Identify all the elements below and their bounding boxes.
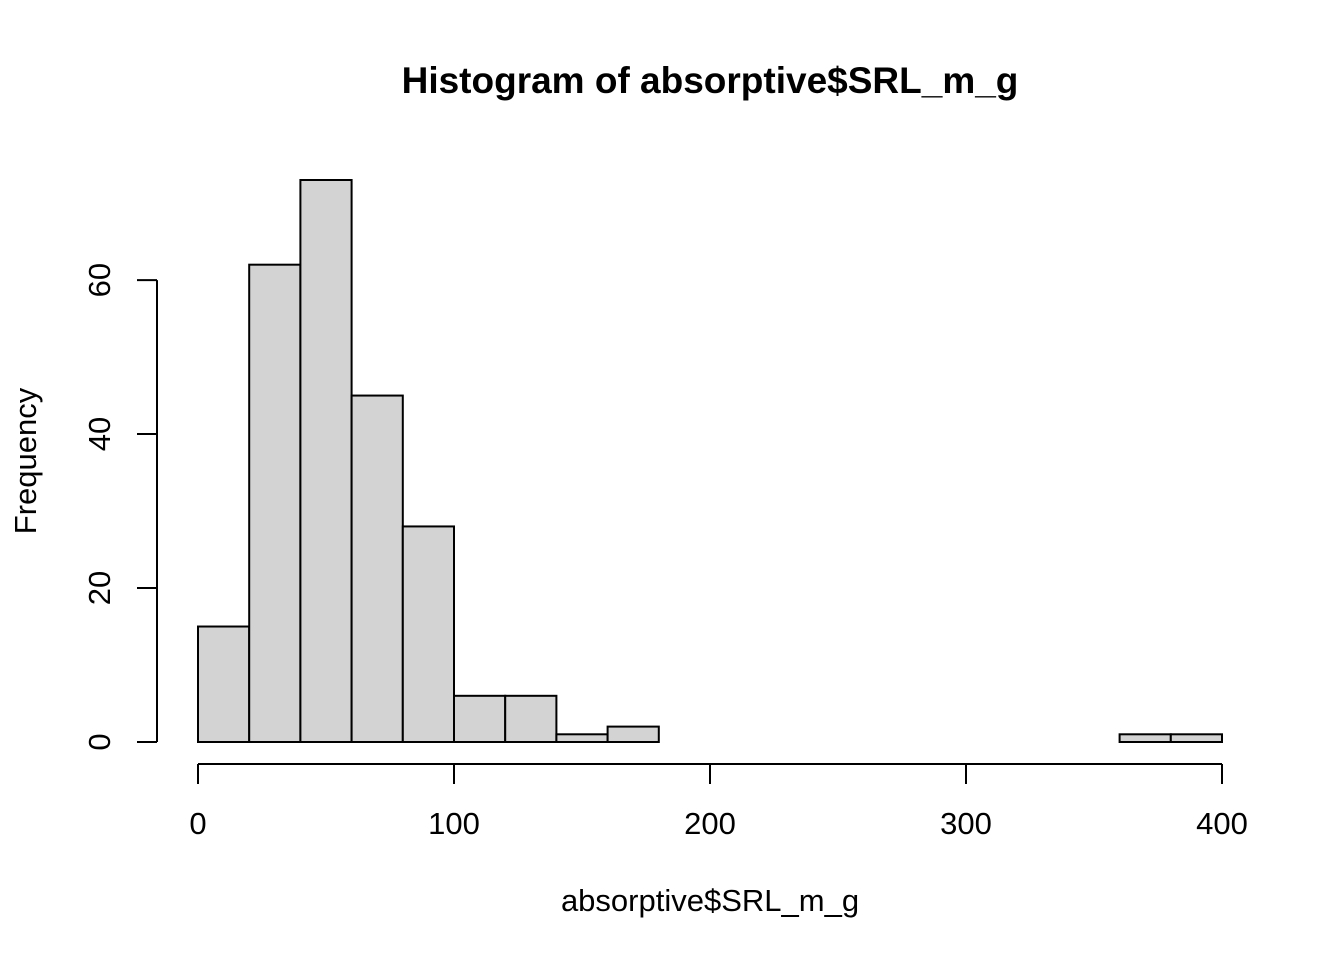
- y-tick-label-20: 20: [82, 571, 117, 605]
- y-tick-label-40: 40: [82, 417, 117, 451]
- x-tick-label-200: 200: [684, 806, 736, 841]
- x-axis: 0 100 200 300 400: [189, 763, 1248, 841]
- histogram-bar-0: [197, 625, 251, 744]
- x-tick-label-0: 0: [189, 806, 206, 841]
- y-axis-label: Frequency: [8, 387, 43, 534]
- histogram-bar-3: [350, 394, 404, 743]
- histogram-bar-2: [299, 179, 353, 743]
- y-tick-label-60: 60: [82, 263, 117, 297]
- histogram-bar-7: [555, 733, 609, 744]
- histogram-bar-18: [1118, 733, 1172, 744]
- histogram-bar-6: [504, 694, 558, 744]
- histogram-bar-1: [248, 263, 302, 743]
- histogram-bar-5: [453, 694, 507, 744]
- x-tick-label-300: 300: [940, 806, 992, 841]
- y-axis: 0 20 40 60: [82, 263, 158, 751]
- x-axis-label: absorptive$SRL_m_g: [561, 883, 859, 918]
- bars-group: [197, 179, 1224, 744]
- histogram-bar-4: [401, 525, 455, 743]
- x-tick-label-400: 400: [1196, 806, 1248, 841]
- x-tick-label-100: 100: [428, 806, 480, 841]
- y-tick-label-0: 0: [82, 733, 117, 750]
- histogram-bar-8: [606, 725, 660, 743]
- chart-title: Histogram of absorptive$SRL_m_g: [402, 60, 1019, 101]
- histogram-bar-19: [1169, 733, 1224, 744]
